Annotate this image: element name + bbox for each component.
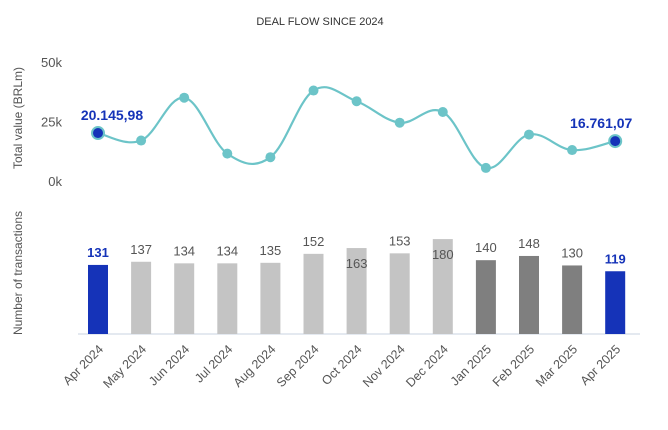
bar-value-label: 140 [475, 240, 497, 255]
bar-value-label: 163 [346, 256, 368, 271]
line-point [179, 92, 190, 103]
bar [303, 253, 324, 334]
bar [605, 271, 626, 334]
line-point [222, 148, 233, 159]
bar [88, 264, 108, 334]
chart-title: DEAL FLOW SINCE 2024 [256, 16, 383, 28]
bar-value-label: 152 [303, 234, 325, 249]
x-tick-label: Feb 2025 [490, 342, 537, 389]
bar [260, 262, 281, 334]
bar-value-label: 119 [605, 251, 626, 266]
bar-value-label: 134 [216, 243, 238, 258]
bar-axis-title: Number of transactions [11, 211, 25, 335]
bar [475, 260, 496, 334]
x-tick-label: Mar 2025 [533, 342, 580, 389]
bar-value-label: 137 [130, 242, 152, 257]
x-tick-label: Oct 2024 [319, 342, 365, 388]
line-point [91, 126, 105, 141]
bar [519, 255, 539, 334]
bar-value-label: 131 [87, 245, 109, 260]
bar-value-label: 135 [260, 243, 282, 258]
bar-value-label: 130 [561, 245, 583, 260]
bar-series [88, 239, 626, 334]
x-tick-label: Aug 2024 [231, 342, 279, 390]
line-series: 20.145,98 16.761,07 [81, 85, 633, 173]
line-point [567, 145, 578, 156]
line-point [308, 85, 319, 96]
line-point [524, 129, 534, 140]
line-point [136, 135, 147, 146]
line-point [437, 106, 448, 117]
bar [389, 253, 410, 334]
line-point [351, 96, 362, 107]
bar-value-labels: 131 137 134 134 135 152 163 153 180 140 148 130 119 [87, 233, 626, 271]
bar [432, 239, 453, 334]
y-tick-label: 0k [48, 174, 62, 189]
x-tick-label: Jul 2024 [192, 342, 235, 385]
line-point-label: 16.761,07 [570, 115, 632, 131]
x-tick-label: Sep 2024 [274, 342, 322, 390]
line-axis-title: Total value (BRLm) [11, 67, 25, 169]
line-point [480, 162, 491, 173]
line-point [394, 117, 405, 128]
bar [562, 265, 583, 334]
line-point [265, 152, 276, 163]
line-point-label: 20.145,98 [81, 107, 143, 123]
x-tick-label: Dec 2024 [403, 342, 451, 390]
x-tick-label: May 2024 [100, 342, 149, 391]
x-tick-label: Apr 2025 [578, 342, 624, 388]
x-tick-label: Nov 2024 [360, 342, 408, 390]
bar-value-label: 180 [432, 247, 454, 262]
y-tick-label: 25k [41, 115, 62, 130]
bar [346, 248, 367, 334]
x-tick-label: Jun 2024 [146, 342, 192, 388]
bar-value-label: 134 [173, 243, 195, 258]
line-point [608, 134, 623, 149]
x-tick-label: Jan 2025 [448, 342, 494, 388]
bar [174, 263, 195, 334]
bar [217, 263, 238, 334]
bar [131, 261, 152, 334]
bar-value-label: 148 [518, 236, 540, 251]
line-y-axis: 50k 25k 0k [41, 55, 62, 189]
y-tick-label: 50k [41, 55, 62, 70]
bar-value-label: 153 [389, 233, 411, 248]
